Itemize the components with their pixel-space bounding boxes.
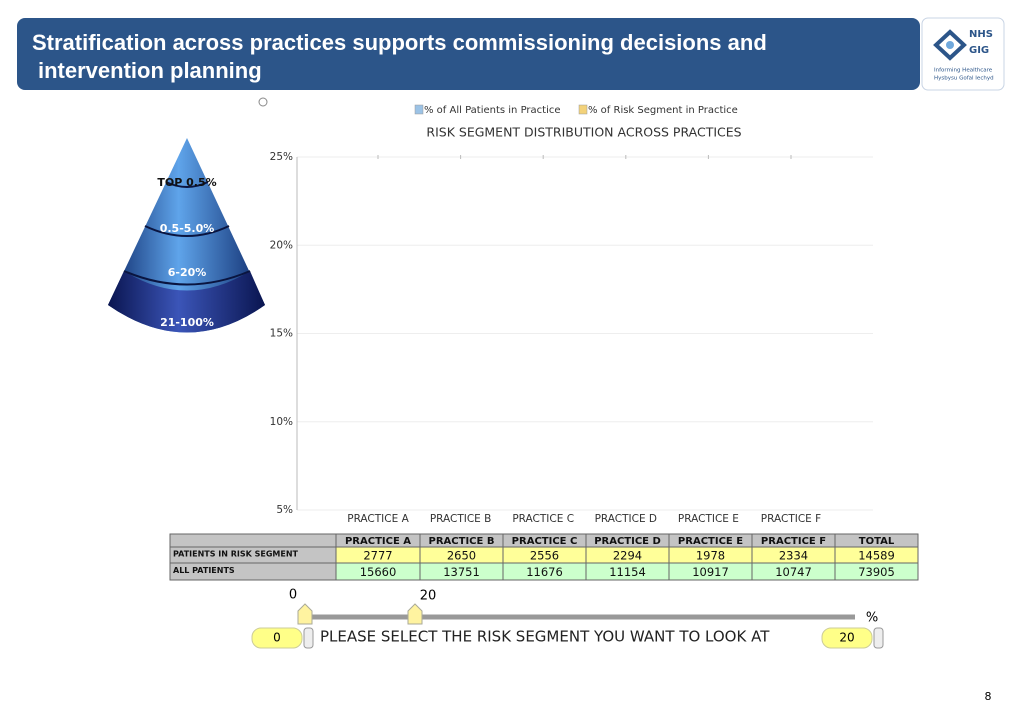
row-label: PATIENTS IN RISK SEGMENT xyxy=(173,550,299,559)
table-cell-text: 2294 xyxy=(613,549,642,563)
legend-label: % of All Patients in Practice xyxy=(424,105,561,116)
to-input[interactable] xyxy=(821,627,873,649)
table-cell-text: 10747 xyxy=(775,565,812,579)
table-cell-text: 2334 xyxy=(779,549,808,563)
x-tick-label: PRACTICE E xyxy=(678,513,739,525)
table-cell-text: 2556 xyxy=(530,549,559,563)
slider-thumb[interactable] xyxy=(407,603,423,625)
table-cell xyxy=(834,562,919,581)
slider-thumb[interactable] xyxy=(297,603,313,625)
y-tick-label: 5% xyxy=(276,504,293,516)
table-cell-text: 2777 xyxy=(363,549,392,563)
table-cell-text: 11154 xyxy=(609,565,646,579)
logo-text: NHS xyxy=(969,29,993,40)
logo-caption: Hysbysu Gofal Iechyd xyxy=(934,76,994,82)
x-tick-label: PRACTICE B xyxy=(430,513,492,525)
header-bar xyxy=(17,18,920,90)
legend-label: % of Risk Segment in Practice xyxy=(588,105,738,116)
legend-swatch xyxy=(414,104,424,115)
header-cell-text: PRACTICE D xyxy=(594,536,661,547)
header-cell-text: PRACTICE F xyxy=(761,536,826,547)
chart-title: RISK SEGMENT DISTRIBUTION ACROSS PRACTIC… xyxy=(426,125,741,140)
pyramid-label: 0.5-5.0% xyxy=(160,222,215,235)
page-number: 8 xyxy=(985,690,992,703)
spinner[interactable] xyxy=(303,627,314,649)
table-cell-text: 10917 xyxy=(692,565,729,579)
title: intervention planning xyxy=(38,58,262,83)
logo-icon xyxy=(933,29,967,61)
title: Stratification across practices supports… xyxy=(32,30,767,55)
y-tick-label: 10% xyxy=(270,416,293,428)
prompt: PLEASE SELECT THE RISK SEGMENT YOU WANT … xyxy=(320,628,770,646)
header-cell-text: PRACTICE A xyxy=(345,536,411,547)
settings-icon[interactable] xyxy=(258,97,268,107)
logo-text: GIG xyxy=(969,45,989,56)
table-cell-text: 11676 xyxy=(526,565,563,579)
header-cell-text: PRACTICE B xyxy=(429,536,495,547)
table-cell-text: 13751 xyxy=(443,565,480,579)
x-tick-label: PRACTICE A xyxy=(347,513,409,525)
header-cell-text: PRACTICE C xyxy=(512,536,578,547)
header-cell-text: PRACTICE E xyxy=(678,536,743,547)
slider-value: 20 xyxy=(420,589,437,604)
spinner[interactable] xyxy=(873,627,884,649)
slider-unit: % xyxy=(866,611,878,626)
from-input[interactable] xyxy=(251,627,303,649)
logo-box xyxy=(921,17,1005,91)
table-cell-text: 73905 xyxy=(858,565,895,579)
table-cell-text: 14589 xyxy=(858,549,895,563)
x-tick-label: PRACTICE D xyxy=(595,513,657,525)
slider-min: 0 xyxy=(289,588,297,603)
table-cell-text: 2650 xyxy=(447,549,476,563)
logo-caption: Informing Healthcare xyxy=(934,68,993,74)
pyramid-label: 6-20% xyxy=(168,266,207,279)
table-cell-text: 1978 xyxy=(696,549,725,563)
y-tick-label: 20% xyxy=(270,239,293,251)
row-label: ALL PATIENTS xyxy=(173,566,235,575)
from-input-value: 0 xyxy=(273,631,281,645)
legend-swatch xyxy=(578,104,588,115)
header-cell-text: TOTAL xyxy=(859,536,895,547)
x-tick-label: PRACTICE C xyxy=(512,513,574,525)
pyramid-label: 21-100% xyxy=(160,316,214,329)
x-tick-label: PRACTICE F xyxy=(761,513,821,525)
y-tick-label: 15% xyxy=(270,328,293,340)
pyramid-label: TOP 0.5% xyxy=(157,176,216,189)
table-cell-text: 15660 xyxy=(360,565,397,579)
pyramid xyxy=(108,138,265,333)
to-input-value: 20 xyxy=(839,631,854,645)
y-tick-label: 25% xyxy=(270,151,293,163)
